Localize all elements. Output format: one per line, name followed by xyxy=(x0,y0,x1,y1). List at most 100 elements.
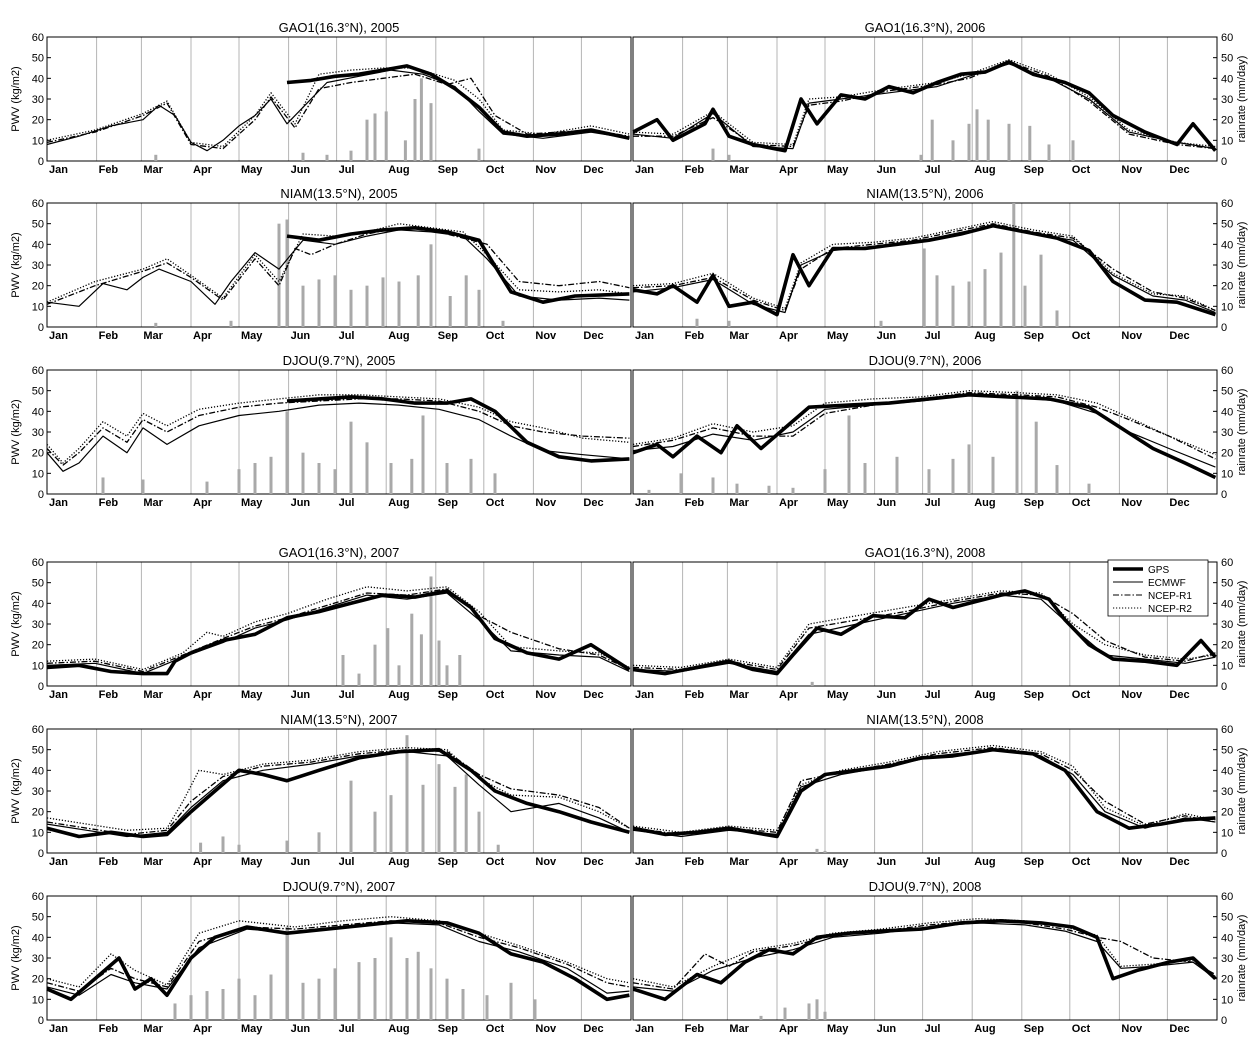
month-tick-label: Jul xyxy=(925,689,941,701)
ncep-r1-line xyxy=(46,588,630,673)
rain-bar xyxy=(357,962,361,1020)
rain-bar xyxy=(154,322,158,327)
month-tick-label: Aug xyxy=(974,497,995,509)
y-tick-label: 40 xyxy=(32,765,44,777)
month-tick-label: Aug xyxy=(388,1023,409,1035)
y-tick-label: 40 xyxy=(32,932,44,944)
rain-bar xyxy=(1028,125,1032,161)
y2-tick-label: 50 xyxy=(1221,219,1233,231)
ncep-r1-line xyxy=(46,749,630,836)
month-tick-label: Sep xyxy=(438,856,458,868)
rain-bar xyxy=(485,995,489,1020)
ncep-r1-line xyxy=(632,223,1216,312)
y2-tick-label: 40 xyxy=(1221,239,1233,251)
month-tick-label: Feb xyxy=(99,1023,119,1035)
month-tick-label: Oct xyxy=(486,164,505,176)
month-tick-label: Apr xyxy=(779,856,799,868)
month-tick-label: Jun xyxy=(877,856,897,868)
month-tick-label: Jun xyxy=(291,689,311,701)
rain-bar xyxy=(951,140,955,161)
rain-bar xyxy=(333,968,337,1020)
month-tick-label: Jan xyxy=(635,330,654,342)
month-tick-label: Mar xyxy=(729,164,749,176)
rain-bar xyxy=(419,78,423,161)
rain-bar xyxy=(975,109,979,161)
panel-frame xyxy=(632,728,1218,854)
month-tick-label: Mar xyxy=(143,856,163,868)
y-tick-label: 50 xyxy=(32,219,44,231)
month-tick-label: Dec xyxy=(583,497,603,509)
month-tick-label: Apr xyxy=(779,497,799,509)
month-tick-label: Nov xyxy=(535,689,557,701)
y2-axis-label: rainrate (mm/day) xyxy=(1236,581,1248,668)
y-tick-label: 10 xyxy=(32,468,44,480)
month-tick-label: Oct xyxy=(1072,856,1091,868)
month-tick-label: Jul xyxy=(925,164,941,176)
month-tick-label: Oct xyxy=(486,856,505,868)
y2-tick-label: 60 xyxy=(1221,365,1233,377)
rain-bar xyxy=(727,320,731,327)
y2-tick-label: 20 xyxy=(1221,448,1233,460)
legend-ncep-r1-label: NCEP-R1 xyxy=(1148,591,1192,602)
rain-bar xyxy=(437,764,441,853)
rain-bar xyxy=(1012,203,1016,327)
rain-bar xyxy=(863,463,867,494)
rain-bar xyxy=(285,840,289,853)
y-tick-label: 10 xyxy=(32,994,44,1006)
rain-bar xyxy=(501,320,505,327)
legend-ncep-r2-label: NCEP-R2 xyxy=(1148,604,1192,615)
month-tick-label: Dec xyxy=(1169,330,1189,342)
gps-line xyxy=(286,395,630,463)
gps-line xyxy=(632,747,1216,839)
rain-bar xyxy=(277,223,281,327)
panel-9: NIAM(13.5°N), 2008 Jan Feb Mar Apr May Jun Jul A… xyxy=(632,712,1248,868)
y2-axis-label: rainrate (mm/day) xyxy=(1236,915,1248,1002)
rain-bar xyxy=(199,842,203,853)
rain-bar xyxy=(317,279,321,327)
month-tick-label: Feb xyxy=(99,689,119,701)
y-tick-label: 0 xyxy=(38,322,44,334)
rain-bar xyxy=(767,485,771,494)
rain-bar xyxy=(727,154,731,161)
y-tick-label: 30 xyxy=(32,427,44,439)
rain-bar xyxy=(951,458,955,494)
panel-title: DJOU(9.7°N), 2008 xyxy=(869,879,982,894)
rain-bar xyxy=(405,735,409,853)
rain-bar xyxy=(1015,390,1019,494)
month-tick-label: Sep xyxy=(438,689,458,701)
rain-bar xyxy=(991,456,995,494)
month-tick-label: Jul xyxy=(339,856,355,868)
month-tick-label: Dec xyxy=(583,689,603,701)
rain-bar xyxy=(735,483,739,494)
rain-bar xyxy=(1034,421,1038,494)
month-tick-label: Jan xyxy=(49,689,68,701)
y-tick-label: 60 xyxy=(32,365,44,377)
y2-tick-label: 60 xyxy=(1221,557,1233,569)
panel-4: DJOU(9.7°N), 2005 Jan Feb Mar Apr May Jun Jul Au… xyxy=(10,353,632,509)
panel-title: GAO1(16.3°N), 2006 xyxy=(865,20,986,35)
y-tick-label: 60 xyxy=(32,891,44,903)
rain-bar xyxy=(221,836,225,853)
panel-frame xyxy=(46,895,632,1021)
month-tick-label: Jan xyxy=(635,1023,654,1035)
month-tick-label: Nov xyxy=(1121,164,1143,176)
rain-bar xyxy=(967,444,971,494)
y2-tick-label: 60 xyxy=(1221,724,1233,736)
month-tick-label: Jan xyxy=(635,689,654,701)
rain-bar xyxy=(349,780,353,853)
rain-bar xyxy=(759,1015,763,1020)
month-tick-label: Jan xyxy=(49,497,68,509)
y2-tick-label: 40 xyxy=(1221,406,1233,418)
rain-bar xyxy=(429,103,433,161)
y2-tick-label: 40 xyxy=(1221,598,1233,610)
gps-line xyxy=(46,589,631,676)
rain-bar xyxy=(389,795,393,853)
rain-bar xyxy=(317,463,321,494)
legend: GPS ECMWF NCEP-R1 NCEP-R2 xyxy=(1107,559,1209,617)
rain-bar xyxy=(341,655,345,686)
panel-title: NIAM(13.5°N), 2007 xyxy=(280,712,397,727)
rain-bar xyxy=(173,1003,177,1020)
month-tick-label: May xyxy=(827,497,849,509)
month-tick-label: Jun xyxy=(291,856,311,868)
rain-bar xyxy=(253,995,257,1020)
